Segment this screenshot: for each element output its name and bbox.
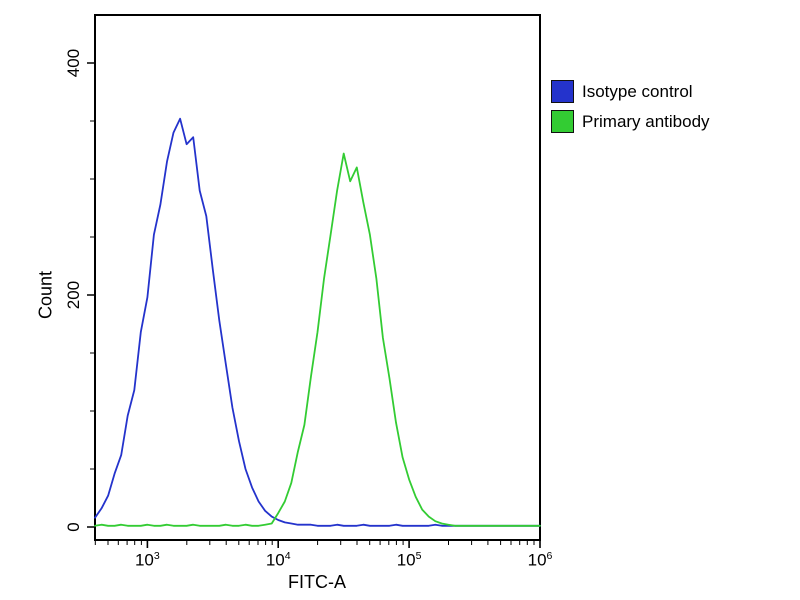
x-tick-label: 106 bbox=[527, 550, 553, 570]
x-tick-label: 103 bbox=[134, 550, 160, 570]
primary-antibody-swatch-icon bbox=[551, 110, 574, 133]
isotype-control-swatch-icon bbox=[551, 80, 574, 103]
x-axis-title: FITC-A bbox=[288, 572, 346, 592]
y-axis-title: Count bbox=[35, 270, 56, 320]
y-tick-label: 400 bbox=[64, 48, 83, 78]
legend-label: Isotype control bbox=[582, 82, 693, 101]
y-tick-label: 200 bbox=[64, 280, 83, 310]
legend-label: Primary antibody bbox=[582, 112, 710, 131]
y-tick-label: 0 bbox=[64, 522, 83, 532]
legend-item-isotype-control: Isotype control bbox=[551, 80, 710, 103]
x-tick-label: 104 bbox=[265, 550, 291, 570]
legend-item-primary-antibody: Primary antibody bbox=[551, 110, 710, 133]
x-tick-label: 105 bbox=[396, 550, 422, 570]
curve-isotype-control bbox=[94, 117, 541, 527]
major-ticks bbox=[87, 62, 541, 548]
plot-frame bbox=[94, 14, 541, 541]
minor-ticks bbox=[90, 120, 535, 545]
legend: Isotype control Primary antibody bbox=[551, 80, 710, 133]
curve-primary-antibody bbox=[94, 152, 541, 527]
